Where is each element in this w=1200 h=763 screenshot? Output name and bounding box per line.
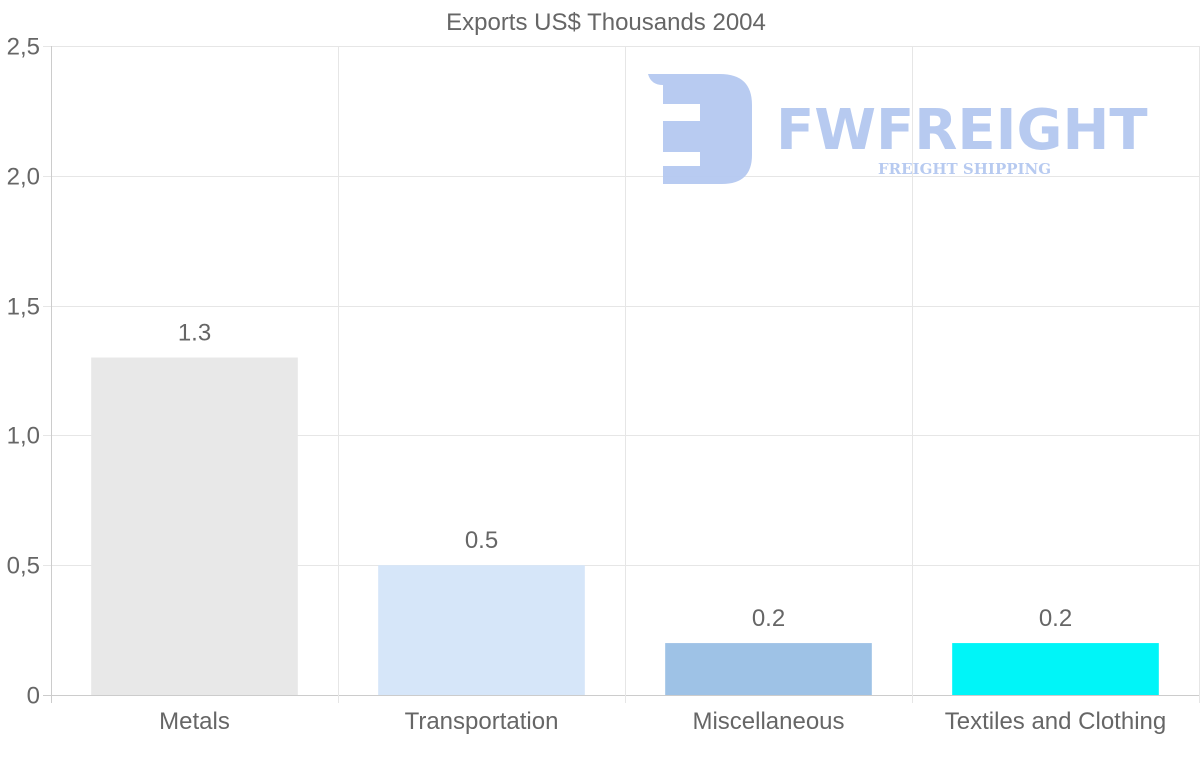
y-tick-label: 2,0 — [7, 164, 40, 191]
chart-title: Exports US$ Thousands 2004 — [446, 9, 766, 36]
bar-value-label: 0.2 — [752, 605, 785, 632]
bar-value-label: 1.3 — [178, 320, 211, 347]
watermark-logo: FWFREIGHT FREIGHT SHIPPING — [648, 74, 1148, 184]
bar-value-label: 0.2 — [1039, 605, 1072, 632]
y-tick-label: 2,5 — [7, 34, 40, 61]
y-tick-label: 0,5 — [7, 553, 40, 580]
x-tick-label: Metals — [159, 708, 230, 735]
axis-layer: 0 0,5 1,0 1,5 2,0 2,5 Metals Transportation Misc… — [7, 34, 1167, 736]
bar — [91, 357, 298, 695]
x-tick-label: Transportation — [405, 708, 559, 735]
bar — [952, 643, 1159, 695]
watermark-brand: FWFREIGHT — [776, 98, 1148, 163]
x-tick-label: Textiles and Clothing — [945, 708, 1166, 735]
bar — [665, 643, 872, 695]
bar-layer: 1.3 0.5 0.2 0.2 — [91, 320, 1159, 695]
x-tick-label: Miscellaneous — [692, 708, 844, 735]
y-tick-label: 0 — [27, 683, 40, 710]
watermark-tagline: FREIGHT SHIPPING — [878, 160, 1051, 178]
fw-logo-icon — [648, 74, 752, 184]
y-tick-label: 1,0 — [7, 423, 40, 450]
y-tick-label: 1,5 — [7, 294, 40, 321]
bar — [378, 565, 585, 695]
bar-value-label: 0.5 — [465, 527, 498, 554]
